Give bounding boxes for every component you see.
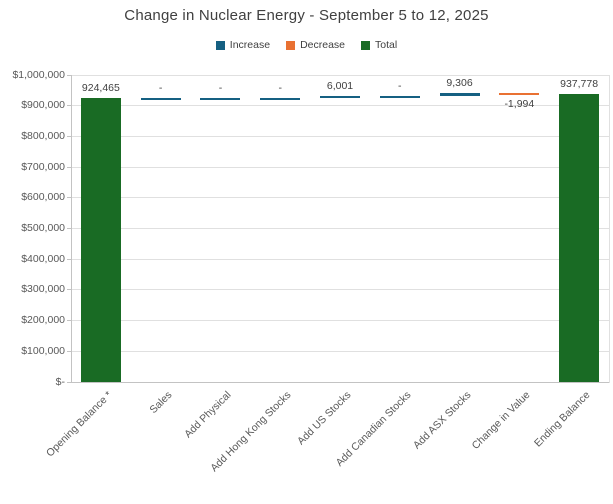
gridline [71,166,609,168]
y-axis-tick-mark [67,166,71,168]
data-label-add-asx-stocks: 9,306 [446,77,473,90]
legend-swatch-total [361,40,371,50]
waterfall-chart: Change in Nuclear Energy - September 5 t… [0,7,613,475]
gridline [71,350,609,352]
y-axis-tick-label: $800,000 [21,129,65,142]
y-axis-tick-label: $- [55,375,65,388]
waterfall-bar-add-asx-stocks [439,93,480,97]
y-axis-tick-mark [67,258,71,260]
y-axis-tick-label: $200,000 [21,314,65,327]
data-label-add-canadian-stocks: - [398,80,402,93]
waterfall-bar-change-in-value [499,93,540,96]
data-label-ending-balance: 937,778 [560,78,599,91]
y-axis-tick-mark [67,289,71,291]
legend-label: Decrease [300,39,346,51]
x-axis-label-add-hong-kong-stocks: Add Hong Kong Stocks [208,389,294,475]
data-label-sales: - [158,82,163,95]
y-axis-tick-mark [67,105,71,107]
waterfall-bar-opening-balance [80,98,121,382]
data-label-opening-balance: 924,465 [81,82,120,95]
y-axis-tick-mark [67,320,71,322]
gridline [71,135,609,137]
data-label-add-us-stocks: 6,001 [326,80,354,93]
y-axis-tick-label: $1,000,000 [12,68,65,81]
x-axis-label-add-canadian-stocks: Add Canadian Stocks [333,389,414,469]
waterfall-bar-add-hong-kong-stocks [260,98,301,100]
legend-item-decrease: Decrease [286,39,345,51]
data-label-add-physical: - [218,82,223,95]
gridline [71,258,609,260]
y-axis-tick-mark [67,74,71,76]
y-axis-tick-mark [67,197,71,199]
legend-swatch-decrease [286,40,296,50]
legend-label: Increase [229,39,271,51]
y-axis-tick-label: $900,000 [21,99,65,112]
y-axis-tick-mark [67,381,71,383]
data-label-add-hong-kong-stocks: - [278,82,282,95]
y-axis-tick-label: $600,000 [21,191,65,204]
y-axis-line [71,75,72,382]
gridline [71,289,609,291]
legend: Increase Decrease Total [0,39,613,51]
x-axis-label-add-physical: Add Physical [182,389,234,441]
y-axis-tick-label: $300,000 [21,283,65,296]
waterfall-bar-add-us-stocks [320,96,360,99]
gridline [71,74,609,76]
x-axis-label-change-in-value: Change in Value [469,389,533,452]
plot-right-border [609,75,610,383]
chart-title: Change in Nuclear Energy - September 5 t… [124,7,489,24]
waterfall-bar-add-physical [200,98,241,100]
data-label-change-in-value: -1,994 [504,98,535,111]
legend-swatch-increase [215,40,225,50]
gridline [71,228,609,229]
gridline [71,320,609,322]
waterfall-bar-sales [140,98,181,100]
x-axis-label-sales: Sales [147,389,175,417]
legend-item-increase: Increase [215,39,271,51]
y-axis-tick-label: $700,000 [21,160,65,173]
gridline [71,197,609,199]
y-axis-tick-mark [67,135,71,137]
legend-label: Total [375,39,398,51]
y-axis-tick-label: $100,000 [21,344,65,357]
x-axis-line [71,382,609,383]
legend-item-total: Total [361,39,397,51]
x-axis-label-ending-balance: Ending Balance [532,389,593,450]
x-axis-label-add-asx-stocks: Add ASX Stocks [410,389,474,452]
x-axis-label-opening-balance: Opening Balance * [43,389,115,460]
waterfall-bar-add-canadian-stocks [379,96,420,98]
x-axis-label-add-us-stocks: Add US Stocks [295,389,354,448]
gridline [71,105,609,107]
y-axis-tick-mark [67,228,71,229]
waterfall-bar-ending-balance [559,94,600,382]
y-axis-tick-label: $500,000 [21,222,65,234]
y-axis-tick-label: $400,000 [21,252,65,265]
y-axis-tick-mark [67,350,71,352]
